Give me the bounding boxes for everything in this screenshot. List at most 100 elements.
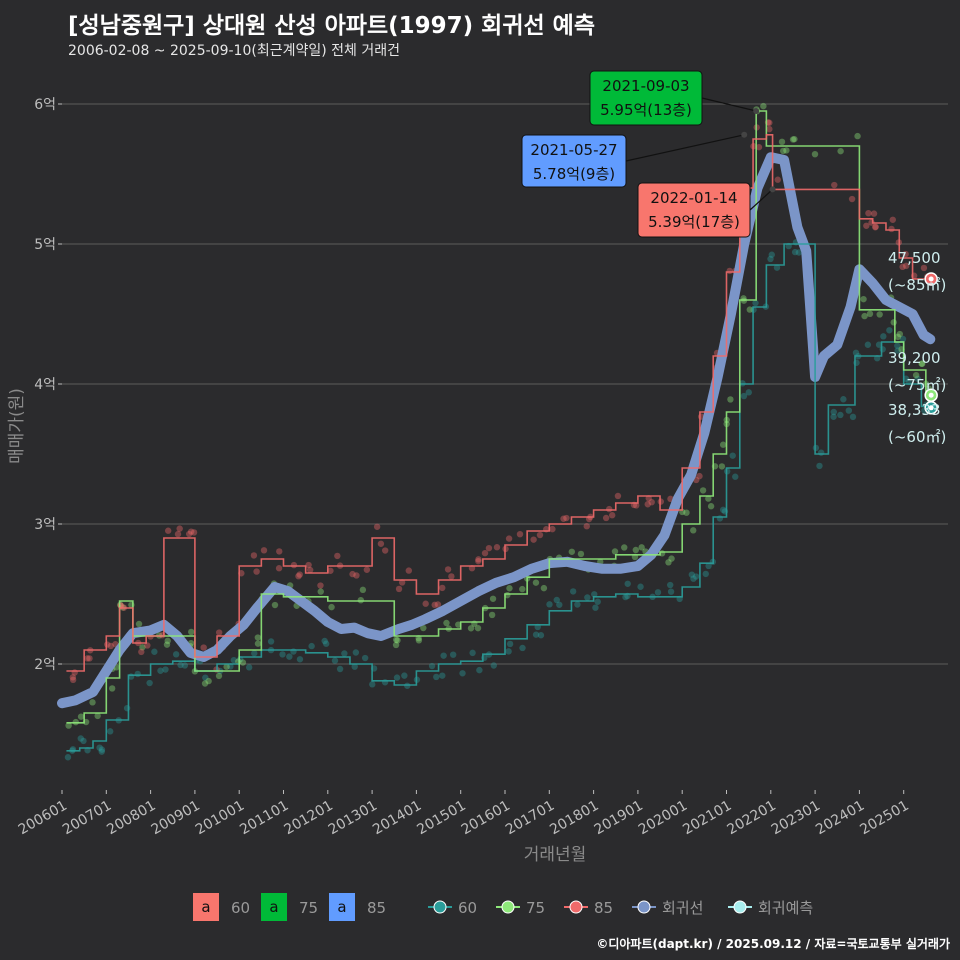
y-tick-label: 6억 xyxy=(34,97,56,113)
x-tick-label: 201601 xyxy=(459,798,513,839)
transaction-point xyxy=(872,223,879,230)
transaction-point xyxy=(267,638,275,645)
transaction-point xyxy=(164,527,172,534)
transaction-point xyxy=(919,360,926,367)
transaction-point xyxy=(760,102,767,110)
transaction-point xyxy=(422,600,429,607)
transaction-point xyxy=(774,176,781,183)
transaction-point xyxy=(353,572,360,579)
y-tick-label: 2억 xyxy=(34,657,56,673)
annotation-connector xyxy=(749,188,773,211)
transaction-point xyxy=(563,514,570,522)
transaction-point xyxy=(864,341,872,348)
transaction-point xyxy=(638,544,645,551)
transaction-point xyxy=(584,594,591,601)
transaction-point xyxy=(795,249,803,256)
transaction-point xyxy=(866,310,874,318)
transaction-point xyxy=(692,573,700,580)
x-tick-label: 202001 xyxy=(636,798,690,839)
transaction-point xyxy=(732,473,739,480)
transaction-point xyxy=(431,601,438,609)
transaction-point xyxy=(816,462,823,470)
transaction-point xyxy=(223,663,230,670)
transaction-point xyxy=(135,620,143,628)
transaction-point xyxy=(746,306,754,313)
transaction-point xyxy=(811,150,819,158)
end-value-label: 47,500 xyxy=(888,249,941,267)
transaction-point xyxy=(920,264,928,272)
transaction-point xyxy=(530,536,537,543)
transaction-point xyxy=(519,644,526,652)
transaction-point xyxy=(875,341,883,348)
legend-fill-letter: a xyxy=(337,898,346,916)
transaction-point xyxy=(174,530,182,538)
transaction-point xyxy=(481,654,488,662)
transaction-point xyxy=(637,583,644,590)
transaction-point xyxy=(719,506,727,514)
transaction-point xyxy=(894,347,901,354)
y-tick-label: 4억 xyxy=(34,377,56,393)
annotation-price: 5.95억(13층) xyxy=(600,101,692,119)
end-marker-center xyxy=(928,405,934,411)
transaction-point xyxy=(718,463,726,470)
legend-line-label: 75 xyxy=(526,899,545,917)
transaction-point xyxy=(381,547,389,554)
transaction-point xyxy=(349,570,356,578)
transaction-point xyxy=(398,579,406,586)
transaction-point xyxy=(162,666,169,673)
transaction-point xyxy=(602,514,610,522)
transaction-point xyxy=(369,681,376,688)
annotation-box xyxy=(521,134,627,188)
transaction-point xyxy=(745,389,752,396)
transaction-point xyxy=(716,515,724,522)
transaction-point xyxy=(201,680,209,687)
legend-fill-swatch xyxy=(329,893,355,921)
x-tick-label: 201301 xyxy=(326,798,380,839)
transaction-point xyxy=(537,632,545,639)
transaction-point xyxy=(123,704,131,712)
transaction-point xyxy=(568,548,576,555)
transaction-point xyxy=(894,333,902,341)
transaction-point xyxy=(667,581,674,589)
x-tick-label: 200701 xyxy=(60,798,114,839)
transaction-point xyxy=(202,674,209,681)
transaction-point xyxy=(176,525,183,532)
transaction-point xyxy=(817,449,825,456)
annotation-box xyxy=(637,182,751,238)
transaction-point xyxy=(163,641,171,648)
transaction-point xyxy=(308,642,315,650)
transaction-point xyxy=(632,546,640,554)
transaction-point xyxy=(546,601,553,608)
transaction-point xyxy=(778,138,786,146)
transaction-point xyxy=(286,653,293,660)
transaction-point xyxy=(840,396,847,403)
y-tick-label: 3억 xyxy=(34,517,56,533)
transaction-point xyxy=(104,641,111,648)
transaction-point xyxy=(918,360,925,367)
transaction-point xyxy=(443,619,450,627)
transaction-point xyxy=(902,262,910,270)
transaction-point xyxy=(448,573,455,580)
transaction-point xyxy=(726,267,733,275)
transaction-point xyxy=(830,413,837,420)
x-tick-label: 200801 xyxy=(104,798,158,839)
transaction-point xyxy=(172,651,180,658)
transaction-point xyxy=(190,529,198,536)
chart-title: [성남중원구] 상대원 산성 아파트(1997) 회귀선 예측 xyxy=(68,13,595,39)
transaction-point xyxy=(766,119,773,126)
transaction-point xyxy=(719,441,727,448)
transaction-point xyxy=(89,699,96,706)
transaction-point xyxy=(831,181,838,189)
transaction-point xyxy=(506,585,513,592)
transaction-point xyxy=(305,561,312,569)
transaction-point xyxy=(490,662,497,669)
transaction-point xyxy=(275,565,283,572)
legend-fill-swatch xyxy=(193,893,219,921)
transaction-point xyxy=(755,143,763,151)
end-area-label: (~75㎡) xyxy=(888,376,946,394)
transaction-point xyxy=(519,585,526,593)
transaction-point xyxy=(789,136,797,143)
transaction-point xyxy=(727,396,734,403)
transaction-point xyxy=(475,556,482,563)
